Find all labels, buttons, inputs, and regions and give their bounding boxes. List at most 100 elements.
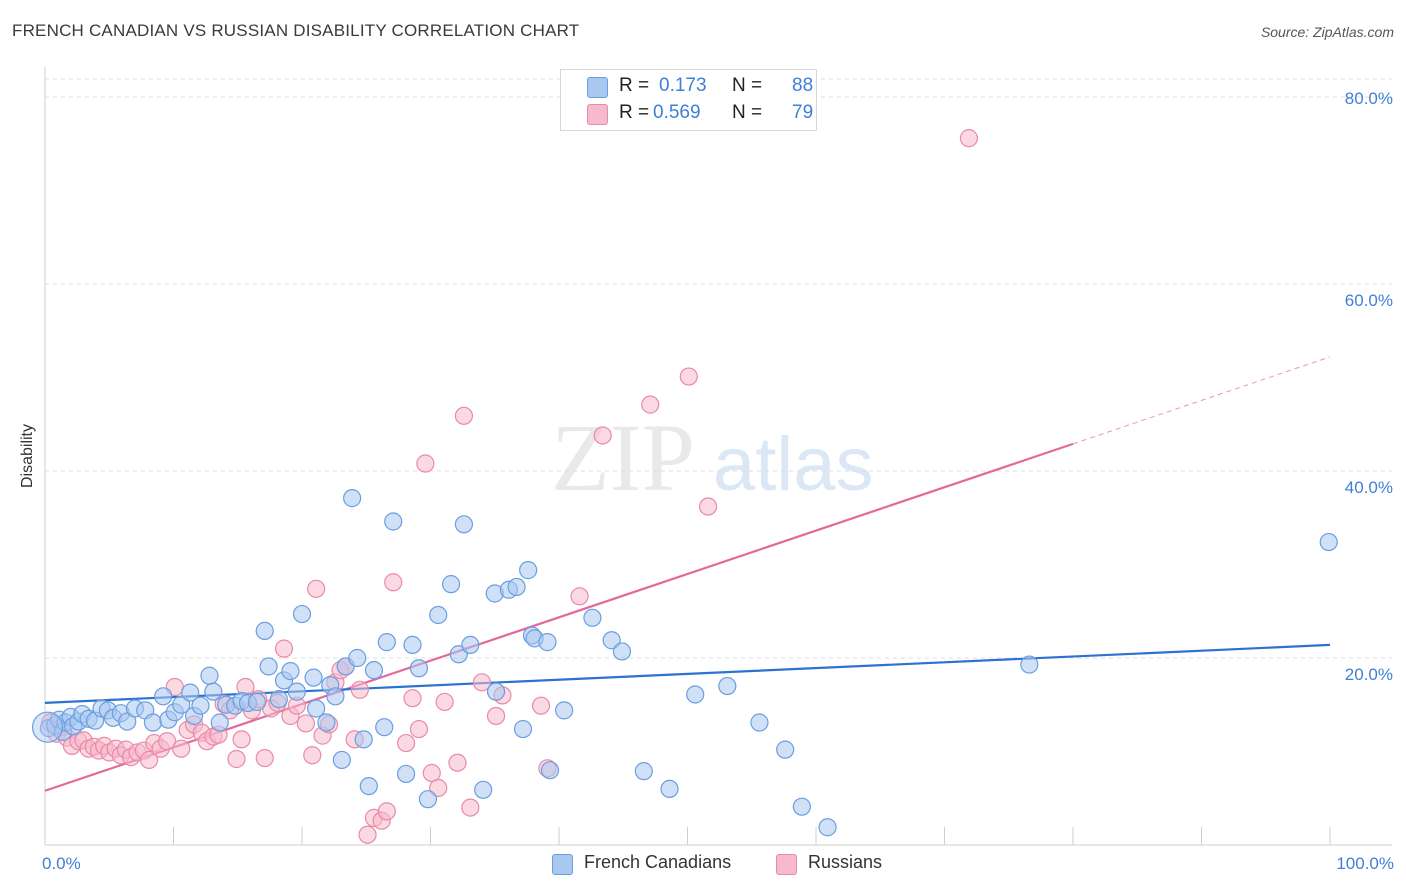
data-point-russians [296,714,315,733]
legend-r-value: 0.569 [653,102,701,123]
data-point-french-canadians [269,690,288,709]
data-point-russians [472,673,491,692]
data-point-russians [384,573,403,592]
data-point-french-canadians [818,818,837,837]
data-point-russians [358,825,377,844]
correlation-legend: R = 0.173 N = 88 R = 0.569 N = 79 [560,69,817,131]
data-point-russians [377,802,396,821]
data-point-russians [698,497,718,516]
data-point-russians [255,748,274,768]
data-point-french-canadians [1020,655,1039,674]
legend-n-label: N = [732,75,763,96]
watermark-zip: ZIP [551,404,695,511]
data-point-french-canadians [281,661,300,681]
data-point-french-canadians [507,577,526,597]
bottom-legend-label: French Canadians [584,852,732,872]
data-point-russians [448,753,467,772]
data-point-russians [307,579,326,598]
data-point-french-canadians [792,797,811,816]
data-point-french-canadians [359,776,378,796]
data-point-russians [422,763,441,783]
legend-n-value: 79 [792,102,814,123]
data-point-french-canadians [247,692,267,712]
data-point-russians [435,692,454,712]
data-point-french-canadians [461,635,480,655]
legend-r-label: R = [619,102,650,123]
data-point-russians [959,129,979,148]
data-point-russians [486,706,506,726]
data-point-french-canadians [634,762,653,781]
data-point-french-canadians [429,605,448,625]
data-point-french-canadians [555,701,574,720]
data-point-french-canadians [255,621,274,640]
data-point-french-canadians [612,642,632,661]
data-point-russians [454,406,474,425]
data-point-french-canadians [172,695,191,714]
data-point-french-canadians [259,657,278,676]
data-point-russians [531,696,551,715]
data-point-french-canadians [154,687,173,706]
data-point-russians [157,732,177,751]
data-point-french-canadians [332,750,351,770]
data-point-russians [139,750,159,770]
data-point-french-canadians [409,659,429,678]
bottom-legend-swatch-blue [552,854,573,875]
y-tick-label: 20.0% [1345,665,1393,684]
data-point-russians [409,719,429,739]
data-point-french-canadians [317,713,336,732]
data-point-french-canadians [326,687,345,706]
bottom-legend-label: Russians [808,852,883,872]
data-point-cluster-french-canadians [31,711,64,743]
data-point-french-canadians [191,696,210,715]
source-label: Source: ZipAtlas.com [1260,24,1394,40]
y-tick-label: 60.0% [1345,291,1393,310]
data-point-french-canadians [354,730,373,749]
data-point-french-canadians [474,780,493,799]
y-tick-label: 40.0% [1345,478,1393,497]
data-point-russians [679,367,698,386]
data-point-russians [403,689,422,708]
data-point-french-canadians [181,683,200,702]
grid [45,78,1392,659]
data-point-russians [429,778,448,798]
data-points [31,129,1338,844]
data-point-russians [172,739,191,758]
data-point-russians [274,639,294,658]
data-point-french-canadians [686,685,705,704]
data-point-russians [461,798,480,817]
data-point-russians [232,730,251,749]
data-point-french-canadians [377,633,396,652]
data-point-french-canadians [602,631,621,650]
data-point-french-canadians [200,666,219,685]
data-point-french-canadians [204,682,223,701]
data-point-french-canadians [292,604,312,624]
watermark: ZIP atlas [551,404,874,511]
data-point-french-canadians [454,515,474,534]
data-point-french-canadians [486,682,506,701]
data-point-russians [227,749,246,769]
x-tick-label-max: 100.0% [1336,854,1394,873]
trend-line-russians-extension [1072,356,1331,445]
data-point-french-canadians [776,740,795,759]
data-point-french-canadians [287,682,306,701]
data-point-russians [570,587,589,606]
data-point-french-canadians [660,779,679,799]
data-point-french-canadians [1319,532,1338,552]
data-point-russians [396,733,416,753]
data-point-french-canadians [304,668,323,687]
data-point-french-canadians [403,635,422,655]
data-point-french-canadians [348,648,367,668]
y-tick-label: 80.0% [1345,89,1393,108]
legend-n-value: 88 [792,75,814,96]
legend-n-label: N = [732,102,763,123]
bottom-legend-swatch-pink [776,854,797,875]
data-point-french-canadians [384,512,403,531]
data-point-french-canadians [513,719,533,739]
data-point-french-canadians [143,713,163,732]
data-point-french-canadians [583,608,602,627]
data-point-french-canadians [343,489,362,508]
data-point-french-canadians [375,718,394,737]
data-point-french-canadians [750,713,769,732]
tick-labels: 20.0% 40.0% 60.0% 80.0% 0.0% 100.0% [42,89,1394,873]
